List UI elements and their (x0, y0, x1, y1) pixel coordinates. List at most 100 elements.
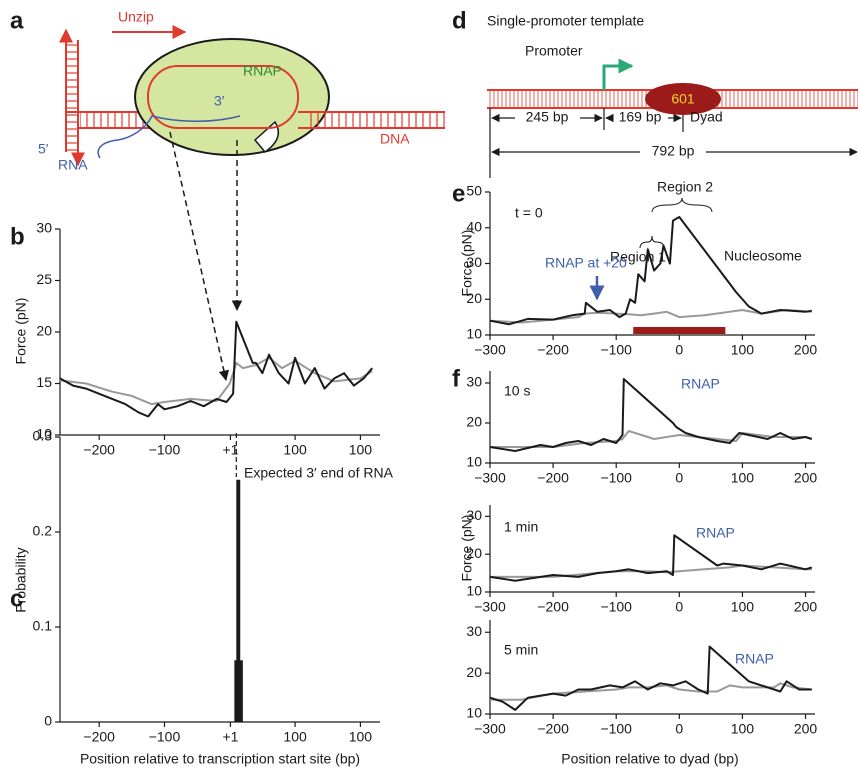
rna-strand (97, 115, 241, 159)
annotation: RNAP (681, 376, 720, 392)
y-tick-label: 0.1 (33, 618, 53, 634)
force-trace (59, 356, 373, 406)
dyad-label: Dyad (690, 109, 723, 125)
x-tick-label: −100 (600, 721, 632, 737)
panel-label: e (452, 180, 465, 207)
y-axis-label: Force (pN) (459, 515, 475, 582)
y-tick-label: 10 (36, 426, 52, 442)
y-tick-label: 10 (466, 454, 482, 470)
region-brace (639, 235, 665, 249)
histogram-bar (236, 479, 241, 722)
x-tick-label: −200 (83, 729, 115, 745)
x-tick-label: 100 (283, 442, 307, 458)
annotation: Expected 3′ end of RNA (244, 465, 394, 481)
pointer-arrow (169, 131, 230, 382)
y-tick-label: 30 (466, 507, 482, 523)
y-tick-label: 20 (466, 414, 482, 430)
y-axis-label: Force (pN) (459, 230, 475, 297)
annotation: Region 2 (657, 179, 713, 195)
x-tick-label: 0 (675, 599, 683, 615)
y-tick-label: 30 (466, 623, 482, 639)
x-tick-label: −300 (474, 470, 506, 486)
y-tick-label: 25 (36, 271, 52, 287)
y-tick-label: 10 (466, 583, 482, 599)
x-tick-label: 100 (349, 442, 373, 458)
annotation: 5 min (504, 642, 538, 658)
panel-label: a (10, 7, 24, 34)
x-tick-label: 100 (349, 729, 373, 745)
panel-label: f (452, 365, 461, 392)
x-tick-label: 100 (731, 342, 755, 358)
y-tick-label: 20 (466, 290, 482, 306)
rna-label: RNA (58, 157, 88, 173)
x-tick-label: −300 (474, 721, 506, 737)
x-tick-label: −100 (149, 729, 181, 745)
x-tick-label: 0 (675, 470, 683, 486)
y-axis-label: Probability (13, 547, 29, 612)
annotation: 10 s (504, 383, 530, 399)
x-tick-label: −200 (537, 470, 569, 486)
x-tick-label: −300 (474, 599, 506, 615)
y-tick-label: 20 (36, 323, 52, 339)
y-tick-label: 0.2 (33, 523, 53, 539)
y-tick-label: 30 (466, 254, 482, 270)
x-tick-label: −200 (537, 342, 569, 358)
rnap-label: RNAP (243, 63, 282, 79)
annotation: 1 min (504, 519, 538, 535)
annotation: RNAP (696, 525, 735, 541)
y-tick-label: 0.3 (33, 428, 53, 444)
x-tick-label: −200 (537, 599, 569, 615)
annotation: t = 0 (515, 205, 543, 221)
y-axis-label: Force (pN) (13, 298, 29, 365)
x-tick-label: 200 (794, 342, 818, 358)
annotation: Nucleosome (724, 248, 802, 264)
y-tick-label: 20 (466, 664, 482, 680)
x-tick-label: −100 (600, 599, 632, 615)
three-prime-label: 3′ (214, 93, 225, 109)
histogram-bar (234, 660, 243, 722)
y-tick-label: 20 (466, 545, 482, 561)
y-tick-label: 15 (36, 374, 52, 390)
length-label: 169 bp (619, 109, 662, 125)
promoter-arrow (602, 58, 634, 90)
length-label: 245 bp (526, 109, 569, 125)
x-tick-label: −200 (83, 442, 115, 458)
x-tick-label: −100 (149, 442, 181, 458)
x-tick-label: 100 (731, 721, 755, 737)
x-axis-label: Position relative to transcription start… (80, 751, 360, 767)
force-trace (490, 564, 812, 578)
x-tick-label: 100 (731, 470, 755, 486)
dna-rungs (80, 112, 150, 128)
nucleosome-span (633, 327, 726, 334)
nucleosome-label: 601 (671, 91, 695, 107)
y-tick-label: 40 (466, 218, 482, 234)
dna-label: DNA (380, 131, 410, 147)
unzip-label: Unzip (118, 9, 154, 25)
annotation: RNAP at +20 (545, 255, 627, 271)
panel-d: d Single-promoter template Promoter 601 … (452, 7, 858, 178)
template-title: Single-promoter template (487, 13, 644, 29)
rnap-body (134, 38, 330, 156)
x-tick-label: 200 (794, 470, 818, 486)
x-tick-label: −200 (537, 721, 569, 737)
x-tick-label: 0 (675, 721, 683, 737)
x-tick-label: +1 (222, 729, 238, 745)
force-trace (489, 309, 812, 324)
x-tick-label: −300 (474, 342, 506, 358)
force-trace (489, 645, 812, 711)
x-tick-label: −100 (600, 342, 632, 358)
panel-a: a Unzip RNAP 3′ 5′ RNA DNA (10, 7, 445, 382)
y-tick-label: 0 (44, 713, 52, 729)
y-tick-label: 10 (466, 326, 482, 342)
annotation: Region 1 (610, 249, 666, 265)
force-trace (59, 320, 373, 418)
panel-label: b (10, 223, 25, 250)
dna-rungs (305, 112, 445, 128)
force-trace (489, 216, 812, 326)
x-tick-label: 200 (794, 721, 818, 737)
y-tick-label: 30 (36, 220, 52, 236)
y-tick-label: 30 (466, 374, 482, 390)
rnap-channel (253, 120, 280, 154)
force-trace (490, 430, 813, 448)
